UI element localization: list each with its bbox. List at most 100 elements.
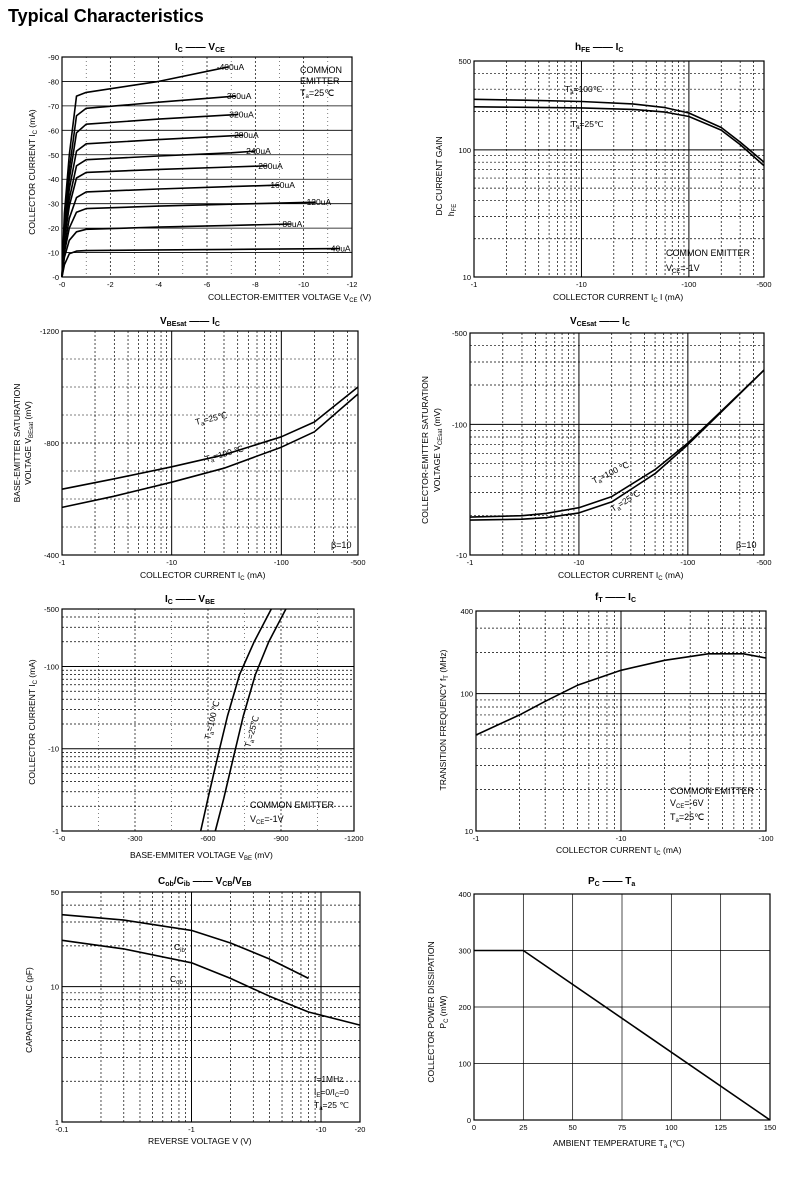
x-tick-label: 150	[764, 1123, 777, 1132]
y-tick-label: -10	[48, 745, 59, 754]
series-line	[469, 369, 765, 521]
series-line	[61, 386, 359, 490]
series-label: -240uA	[243, 146, 271, 156]
x-tick-label: -20	[355, 1125, 366, 1134]
x-axis-label: BASE-EMMITER VOLTAGE VBE (mV)	[130, 850, 273, 862]
chart-title-pc-ta: PC —— Ta	[588, 876, 635, 888]
x-tick-label: -100	[758, 834, 773, 843]
series-label: -400uA	[217, 62, 245, 72]
x-axis-label: COLLECTOR CURRENT IC (mA)	[558, 570, 684, 582]
series-label: -360uA	[224, 91, 252, 101]
y-tick-label: 200	[458, 1003, 471, 1012]
chart-title-ic-vce: IC —— VCE	[175, 42, 225, 54]
series-label: -120uA	[304, 197, 332, 207]
series-line	[473, 98, 765, 163]
series-line	[473, 106, 765, 167]
note-text: IE=0/IC=0	[314, 1087, 349, 1099]
plot-ic-vce: -0 -2 -4 -6 -8 -10 -12 -0 -10 -20 -30 -40 -50 -60 -70 -…	[48, 53, 357, 289]
y-tick-label: 300	[458, 947, 471, 956]
y-tick-label: -40	[48, 175, 59, 184]
series-label: Ta=25℃	[571, 119, 604, 131]
x-axis-label: COLLECTOR CURRENT IC (mA)	[556, 845, 682, 857]
series-line	[469, 369, 765, 518]
series-line	[61, 201, 316, 278]
plot-hfe-ic: -1 -10 -100 -500 10 100 500	[458, 57, 771, 289]
series-line	[214, 608, 287, 832]
series-label: -80uA	[280, 219, 303, 229]
x-tick-label: 75	[618, 1123, 626, 1132]
plot-ft-ic: -1 -10 -100 10 100 400	[460, 607, 773, 843]
x-tick-label: -10	[576, 280, 587, 289]
plot-frame	[61, 608, 355, 832]
y-tick-label: -800	[44, 439, 59, 448]
chart-hfe-ic: hFE —— IC -1 -10 -100 -500 10 100 500 COMMON E…	[434, 42, 772, 304]
note-text: f=1MHz	[314, 1074, 344, 1084]
y-tick-label: -90	[48, 53, 59, 62]
y-axis-label: COLLECTOR CURRENT IC (mA)	[27, 659, 39, 785]
x-tick-label: -0	[59, 834, 66, 843]
note-text: Ta=25℃	[300, 88, 334, 100]
x-tick-label: -6	[204, 280, 211, 289]
x-tick-label: -2	[107, 280, 114, 289]
chart-pc-ta: PC —— Ta 0 25 50 75 100 125 150 0 100 200 300 400 A…	[426, 876, 776, 1150]
y-axis-label: PC (mW)	[438, 995, 450, 1028]
x-axis-label: AMBIENT TEMPERATURE Ta (℃)	[553, 1138, 685, 1150]
note-text: Ta=25℃	[670, 812, 704, 824]
plot-frame	[473, 893, 771, 1121]
series-line	[61, 247, 340, 278]
y-tick-label: -20	[48, 224, 59, 233]
plot-frame	[61, 891, 361, 1123]
series-line	[61, 66, 229, 278]
x-tick-label: -10	[166, 558, 177, 567]
y-axis-label: hFE	[446, 204, 458, 216]
plot-vcesat-ic: -1 -10 -100 -500-10-100-500	[452, 329, 772, 567]
x-tick-label: -1200	[344, 834, 363, 843]
y-tick-label: -1	[52, 827, 59, 836]
chart-ft-ic: fT —— IC -1 -10 -100 10 100 400 COMMON EMITTE…	[438, 592, 774, 857]
note-text: EMITTER	[300, 76, 340, 86]
x-tick-label: -100	[681, 280, 696, 289]
series-line	[61, 223, 292, 278]
note-text: COMMON EMITTER	[670, 786, 754, 796]
chart-title-hfe-ic: hFE —— IC	[575, 42, 623, 54]
y-axis-label: DC CURRENT GAIN	[434, 136, 444, 215]
plot-frame	[475, 610, 767, 832]
x-axis-label: COLLECTOR CURRENT IC I (mA)	[553, 292, 683, 304]
x-tick-label: 25	[519, 1123, 527, 1132]
plot-frame	[61, 330, 359, 556]
x-axis-label: COLLECTOR-EMITTER VOLTAGE VCE (V)	[208, 292, 371, 304]
y-axis-label: COLLECTOR CURRENT IC (mA)	[27, 109, 39, 235]
x-tick-label: -1	[471, 280, 478, 289]
series-label: -320uA	[226, 109, 254, 119]
note-text: COMMON	[300, 65, 342, 75]
y-tick-label: 50	[51, 888, 59, 897]
x-tick-label: -10	[298, 280, 309, 289]
y-tick-label: -100	[452, 420, 467, 429]
y-axis-label: COLLECTOR POWER DISSIPATION	[426, 941, 436, 1082]
note-text: VCE=-1V	[666, 263, 700, 275]
y-tick-label: -70	[48, 102, 59, 111]
chart-title-cob-vcb: Cob/Cib —— VCB/VEB	[158, 876, 252, 888]
plot-ic-vbe: -0 -300 -600 -900 -1200 -1 -10 -100 -500	[44, 605, 364, 843]
chart-title-ic-vbe: IC —— VBE	[165, 594, 215, 606]
y-tick-label: -10	[48, 249, 59, 258]
y-tick-label: 1	[55, 1118, 59, 1127]
x-tick-label: -0.1	[56, 1125, 69, 1134]
series-line	[61, 184, 280, 278]
y-tick-label: 10	[465, 827, 473, 836]
y-tick-label: -1200	[40, 327, 59, 336]
x-tick-label: -10	[616, 834, 627, 843]
y-axis-label: VOLTAGE VCEsat (mV)	[432, 408, 444, 492]
chart-cob-vcb: Cob/Cib —— VCB/VEB -0.1 -1 -10 -20 1 10 50 Cib…	[24, 876, 365, 1146]
x-tick-label: -1	[59, 558, 66, 567]
x-axis-label: REVERSE VOLTAGE V (V)	[148, 1136, 252, 1146]
chart-vcesat-ic: VCEsat —— IC -1 -10 -100 -500-10-100-500 β=…	[420, 316, 772, 582]
y-tick-label: 10	[51, 983, 59, 992]
y-axis-label: BASE-EMITTER SATURATION	[12, 384, 22, 503]
x-tick-label: 50	[568, 1123, 576, 1132]
x-tick-label: -100	[680, 558, 695, 567]
x-tick-label: -10	[574, 558, 585, 567]
series-line	[475, 652, 767, 736]
series-line	[199, 608, 273, 832]
